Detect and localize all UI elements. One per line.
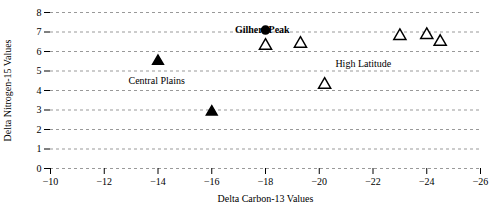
svg-text:−10: −10: [43, 176, 59, 187]
svg-text:8: 8: [37, 7, 42, 18]
svg-text:3: 3: [37, 104, 42, 115]
svg-text:6: 6: [37, 46, 42, 57]
svg-text:Central Plains: Central Plains: [128, 75, 184, 86]
svg-text:7: 7: [37, 26, 42, 37]
svg-text:0: 0: [37, 163, 42, 174]
svg-text:−16: −16: [204, 176, 220, 187]
svg-text:−22: −22: [365, 176, 381, 187]
svg-text:5: 5: [37, 65, 42, 76]
svg-text:−14: −14: [150, 176, 166, 187]
svg-text:Gilhert Peak: Gilhert Peak: [235, 24, 290, 35]
svg-text:4: 4: [37, 85, 42, 96]
svg-text:Delta Nitrogen-15 Values: Delta Nitrogen-15 Values: [2, 39, 13, 141]
svg-text:−12: −12: [96, 176, 112, 187]
svg-text:−20: −20: [311, 176, 327, 187]
svg-text:High Latitude: High Latitude: [335, 58, 391, 69]
svg-text:2: 2: [37, 124, 42, 135]
svg-text:−24: −24: [419, 176, 435, 187]
svg-text:Delta Carbon-13 Values: Delta Carbon-13 Values: [218, 193, 314, 204]
svg-text:−18: −18: [258, 176, 274, 187]
svg-text:1: 1: [37, 143, 42, 154]
svg-text:−26: −26: [473, 176, 489, 187]
